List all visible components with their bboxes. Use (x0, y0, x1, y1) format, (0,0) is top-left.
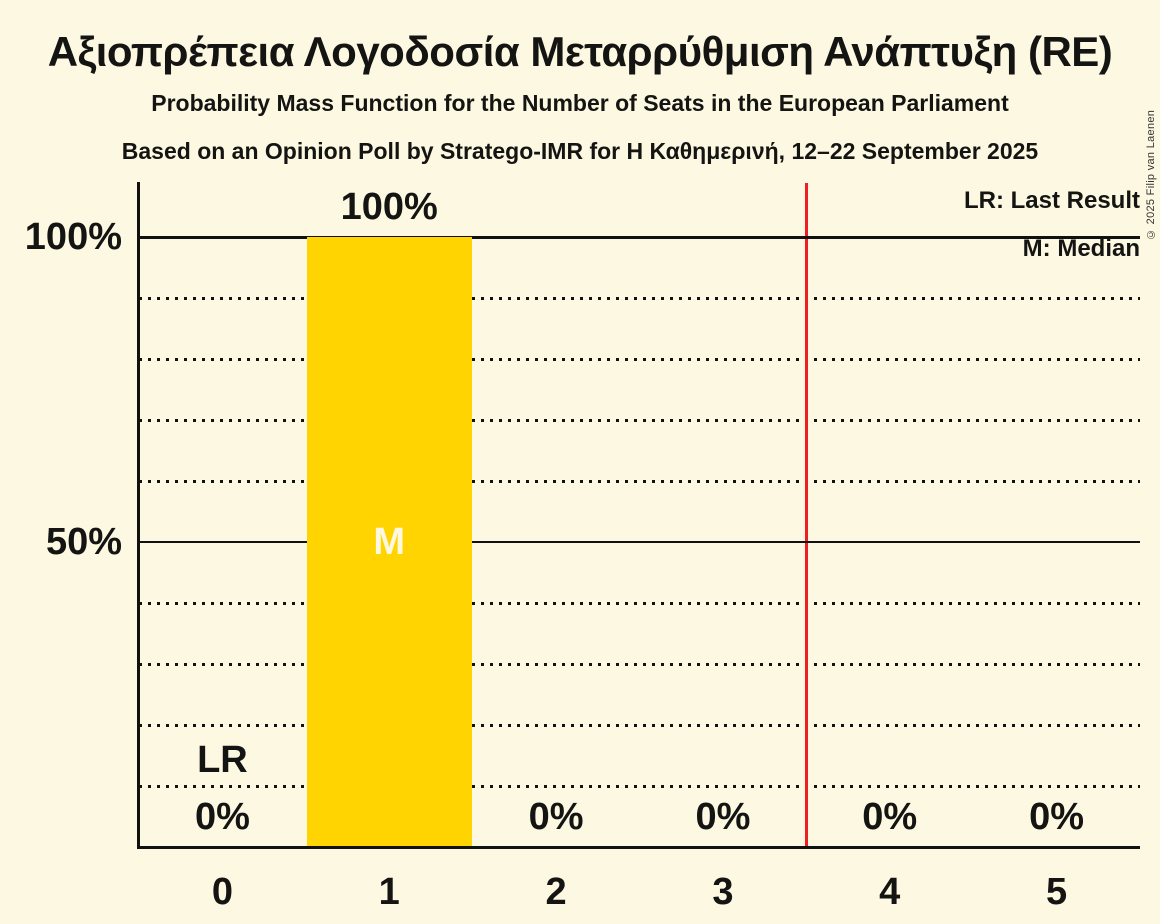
median-marker: M (373, 521, 406, 563)
gridline-dotted-80 (139, 358, 1140, 361)
y-axis-line (137, 182, 140, 849)
poll-source-line: Based on an Opinion Poll by Stratego-IMR… (121, 138, 1039, 164)
legend-median: M: Median (1022, 235, 1140, 262)
bar-value-label-2: 0% (528, 796, 584, 838)
gridline-dotted-20 (139, 724, 1140, 727)
page-title: Αξιοπρέπεια Λογοδοσία Μεταρρύθμιση Ανάπτ… (47, 28, 1113, 75)
bar-value-label-4: 0% (862, 796, 918, 838)
gridline-dotted-70 (139, 419, 1140, 422)
gridline-solid-100 (139, 235, 1140, 239)
gridline-solid-50 (139, 541, 1140, 543)
x-tick-3: 3 (712, 871, 734, 913)
x-axis-line (137, 846, 1140, 849)
bar-value-label-3: 0% (695, 796, 751, 838)
bar-value-label-0: 0% (194, 796, 250, 838)
last-result-marker: LR (197, 739, 248, 781)
y-tick-50: 50% (45, 521, 122, 563)
y-tick-100: 100% (24, 216, 122, 258)
gridline-dotted-60 (139, 480, 1140, 483)
gridline-dotted-90 (139, 297, 1140, 300)
copyright-notice: © 2025 Filip van Laenen (1145, 109, 1157, 240)
bar-value-label-5: 0% (1029, 796, 1085, 838)
gridline-dotted-10 (139, 785, 1140, 788)
chart-subtitle: Probability Mass Function for the Number… (151, 90, 1009, 116)
legend-last-result: LR: Last Result (963, 187, 1140, 214)
gridline-dotted-30 (139, 663, 1140, 666)
x-tick-2: 2 (545, 871, 567, 913)
x-tick-1: 1 (378, 871, 400, 913)
x-tick-5: 5 (1046, 871, 1068, 913)
bar-seats-1 (306, 237, 472, 847)
x-tick-4: 4 (879, 871, 901, 913)
gridline-dotted-40 (139, 602, 1140, 605)
x-tick-0: 0 (211, 871, 233, 913)
last-result-vline (804, 183, 808, 847)
bar-value-label-1: 100% (340, 186, 438, 228)
